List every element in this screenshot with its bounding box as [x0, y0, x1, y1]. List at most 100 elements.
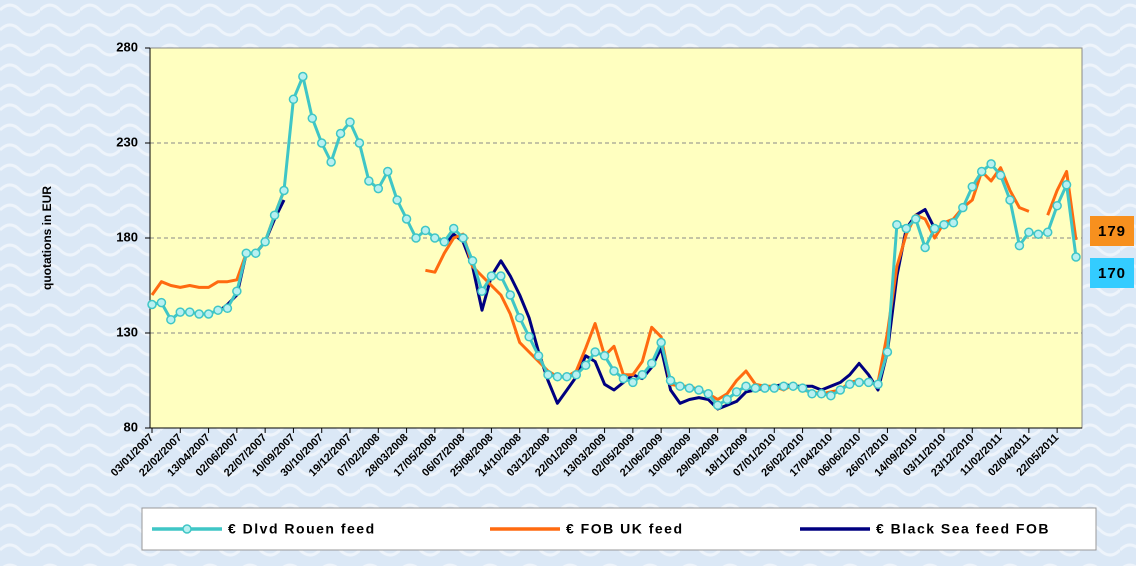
end-label-box [1090, 216, 1134, 246]
series-marker [496, 271, 506, 281]
series-marker [826, 390, 836, 401]
series-marker [778, 381, 789, 391]
series-marker [684, 383, 695, 393]
series-marker [448, 223, 459, 234]
series-marker [854, 377, 864, 388]
series-marker [646, 358, 657, 369]
series-marker [1071, 252, 1081, 262]
series-marker [373, 183, 384, 194]
series-marker [543, 370, 553, 380]
series-marker [656, 337, 666, 348]
series-marker [232, 286, 242, 296]
series-marker [533, 351, 544, 361]
series-marker [910, 214, 921, 224]
series-marker [562, 371, 572, 382]
legend [141, 507, 1097, 551]
series-marker [1024, 227, 1034, 238]
series-marker [156, 297, 167, 308]
series-marker [1052, 200, 1062, 211]
series-marker [326, 157, 336, 167]
series-marker [345, 117, 355, 127]
series-marker [364, 176, 374, 186]
series-marker [1042, 227, 1053, 238]
series-marker [769, 383, 780, 393]
series-marker [222, 303, 233, 314]
series-marker [1061, 180, 1072, 190]
series-marker [439, 237, 450, 247]
series-marker [844, 379, 855, 390]
series-marker [948, 218, 959, 228]
series-marker [712, 400, 723, 410]
series-marker [1014, 240, 1025, 251]
series-marker [392, 195, 402, 205]
series-marker [976, 166, 987, 177]
y-tick-label: 130 [116, 324, 138, 339]
series-marker [580, 360, 591, 371]
series-marker [269, 210, 280, 220]
series-marker [722, 394, 732, 405]
series-marker [250, 248, 261, 258]
series-marker [967, 181, 978, 192]
series-marker [203, 309, 214, 319]
series-marker [873, 379, 883, 390]
series-marker [184, 307, 195, 317]
series-marker [807, 389, 817, 399]
series-marker [505, 290, 516, 300]
series-marker [166, 314, 176, 325]
series-marker [760, 383, 770, 393]
series-marker [939, 219, 949, 230]
series-marker [524, 332, 534, 342]
series-marker [335, 128, 346, 139]
series-marker [514, 313, 525, 323]
series-marker [467, 256, 478, 266]
series-marker [703, 389, 714, 399]
series-marker [628, 377, 638, 388]
series-marker [920, 242, 930, 253]
legend-label: € Dlvd Rouen feed [228, 521, 376, 537]
series-marker [382, 166, 393, 177]
series-marker [213, 305, 223, 315]
series-marker [279, 185, 289, 196]
series-marker [288, 94, 299, 105]
series-marker [609, 366, 619, 376]
series-marker [675, 381, 685, 391]
y-tick-label: 230 [116, 134, 138, 149]
legend-marker [182, 524, 192, 534]
y-tick-label: 180 [116, 229, 138, 244]
series-marker [618, 373, 629, 384]
series-marker [788, 381, 798, 391]
series-marker [316, 138, 327, 148]
series-marker [147, 299, 157, 310]
y-axis-label: quotations in EUR [40, 186, 54, 290]
series-marker [835, 385, 846, 395]
series-marker [1033, 229, 1044, 239]
series-marker [411, 233, 421, 243]
series-marker [298, 71, 308, 82]
series-marker [741, 381, 751, 391]
series-marker [260, 237, 270, 247]
end-label-box [1090, 258, 1134, 288]
series-marker [816, 389, 827, 399]
series-marker [901, 223, 912, 234]
series-marker [420, 225, 431, 236]
series-marker [958, 202, 968, 213]
series-marker [401, 214, 412, 224]
series-marker [599, 351, 610, 361]
legend-label: € Black Sea feed FOB [876, 521, 1050, 537]
y-tick-label: 280 [116, 39, 138, 54]
series-marker [175, 307, 186, 317]
series-marker [430, 233, 440, 243]
series-marker [797, 383, 808, 393]
y-tick-label: 80 [124, 419, 138, 434]
series-marker [571, 370, 582, 380]
series-marker [1005, 195, 1015, 205]
series-marker [241, 248, 252, 258]
end-label: 170 [1098, 265, 1126, 282]
series-marker [354, 138, 365, 148]
series-marker [731, 387, 742, 397]
series-marker [882, 347, 893, 357]
series-marker [665, 375, 676, 386]
series-marker [995, 170, 1006, 181]
series-marker [929, 223, 940, 234]
series-marker [694, 385, 704, 395]
